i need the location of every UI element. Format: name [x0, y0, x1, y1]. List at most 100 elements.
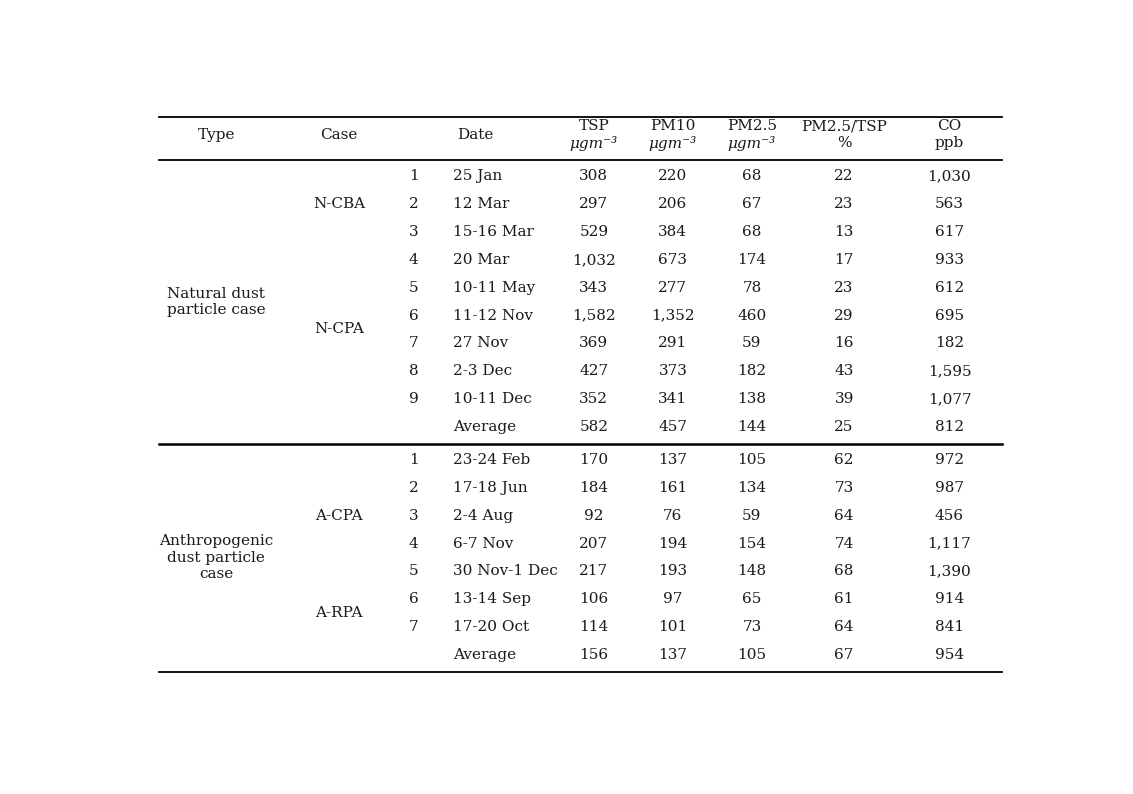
Text: 68: 68	[834, 565, 854, 579]
Text: 5: 5	[409, 565, 418, 579]
Text: 1: 1	[409, 453, 419, 467]
Text: 170: 170	[579, 453, 608, 467]
Text: 812: 812	[935, 420, 964, 434]
Text: 106: 106	[579, 592, 608, 607]
Text: %: %	[837, 136, 851, 150]
Text: 25 Jan: 25 Jan	[453, 169, 503, 183]
Text: 67: 67	[834, 648, 854, 662]
Text: 23-24 Feb: 23-24 Feb	[453, 453, 530, 467]
Text: 460: 460	[738, 309, 767, 322]
Text: PM2.5/TSP: PM2.5/TSP	[801, 119, 887, 133]
Text: 101: 101	[658, 620, 688, 634]
Text: 2: 2	[409, 197, 419, 211]
Text: 174: 174	[738, 253, 766, 267]
Text: 39: 39	[834, 392, 854, 406]
Text: 144: 144	[738, 420, 767, 434]
Text: 20 Mar: 20 Mar	[453, 253, 510, 267]
Text: 148: 148	[738, 565, 766, 579]
Text: 182: 182	[935, 337, 964, 350]
Text: 352: 352	[579, 392, 608, 406]
Text: 74: 74	[834, 537, 854, 551]
Text: 563: 563	[935, 197, 964, 211]
Text: 456: 456	[935, 509, 964, 523]
Text: 184: 184	[579, 481, 608, 495]
Text: 207: 207	[579, 537, 608, 551]
Text: TSP: TSP	[579, 119, 610, 133]
Text: Average: Average	[453, 648, 517, 662]
Text: 1,032: 1,032	[572, 253, 615, 267]
Text: μgm⁻³: μgm⁻³	[727, 136, 776, 151]
Text: 137: 137	[658, 648, 688, 662]
Text: 92: 92	[585, 509, 604, 523]
Text: 987: 987	[935, 481, 964, 495]
Text: 29: 29	[834, 309, 854, 322]
Text: 65: 65	[742, 592, 761, 607]
Text: μgm⁻³: μgm⁻³	[570, 136, 617, 151]
Text: 291: 291	[658, 337, 688, 350]
Text: 194: 194	[658, 537, 688, 551]
Text: 914: 914	[935, 592, 964, 607]
Text: 954: 954	[935, 648, 964, 662]
Text: 6-7 Nov: 6-7 Nov	[453, 537, 513, 551]
Text: 64: 64	[834, 509, 854, 523]
Text: 138: 138	[738, 392, 766, 406]
Text: 6: 6	[409, 592, 419, 607]
Text: 97: 97	[663, 592, 682, 607]
Text: PM10: PM10	[650, 119, 696, 133]
Text: 68: 68	[742, 169, 761, 183]
Text: Type: Type	[197, 128, 235, 142]
Text: 277: 277	[658, 281, 688, 295]
Text: 134: 134	[738, 481, 766, 495]
Text: 76: 76	[663, 509, 682, 523]
Text: 1: 1	[409, 169, 419, 183]
Text: 11-12 Nov: 11-12 Nov	[453, 309, 534, 322]
Text: Anthropogenic
dust particle
case: Anthropogenic dust particle case	[159, 534, 273, 580]
Text: 67: 67	[742, 197, 761, 211]
Text: 841: 841	[935, 620, 964, 634]
Text: 3: 3	[409, 509, 418, 523]
Text: 17-18 Jun: 17-18 Jun	[453, 481, 528, 495]
Text: 154: 154	[738, 537, 766, 551]
Text: Case: Case	[321, 128, 358, 142]
Text: 1,582: 1,582	[572, 309, 615, 322]
Text: 695: 695	[935, 309, 964, 322]
Text: A-RPA: A-RPA	[315, 607, 363, 620]
Text: 1,117: 1,117	[928, 537, 971, 551]
Text: 182: 182	[738, 364, 766, 378]
Text: 114: 114	[579, 620, 608, 634]
Text: Average: Average	[453, 420, 517, 434]
Text: 617: 617	[935, 225, 964, 239]
Text: 10-11 May: 10-11 May	[453, 281, 536, 295]
Text: CO: CO	[937, 119, 962, 133]
Text: 62: 62	[834, 453, 854, 467]
Text: 427: 427	[579, 364, 608, 378]
Text: 1,595: 1,595	[928, 364, 971, 378]
Text: 105: 105	[738, 453, 766, 467]
Text: Date: Date	[457, 128, 494, 142]
Text: 341: 341	[658, 392, 688, 406]
Text: 8: 8	[409, 364, 418, 378]
Text: 7: 7	[409, 620, 418, 634]
Text: 105: 105	[738, 648, 766, 662]
Text: 73: 73	[742, 620, 761, 634]
Text: PM2.5: PM2.5	[727, 119, 777, 133]
Text: 4: 4	[409, 253, 419, 267]
Text: 582: 582	[579, 420, 608, 434]
Text: 64: 64	[834, 620, 854, 634]
Text: 220: 220	[658, 169, 688, 183]
Text: 1,352: 1,352	[651, 309, 695, 322]
Text: 25: 25	[834, 420, 854, 434]
Text: Natural dust
particle case: Natural dust particle case	[167, 287, 265, 317]
Text: 59: 59	[742, 337, 761, 350]
Text: 13: 13	[834, 225, 854, 239]
Text: 2-3 Dec: 2-3 Dec	[453, 364, 512, 378]
Text: 12 Mar: 12 Mar	[453, 197, 510, 211]
Text: 68: 68	[742, 225, 761, 239]
Text: 59: 59	[742, 509, 761, 523]
Text: 17-20 Oct: 17-20 Oct	[453, 620, 529, 634]
Text: 137: 137	[658, 453, 688, 467]
Text: 297: 297	[579, 197, 608, 211]
Text: 1,030: 1,030	[928, 169, 971, 183]
Text: 529: 529	[579, 225, 608, 239]
Text: 73: 73	[835, 481, 853, 495]
